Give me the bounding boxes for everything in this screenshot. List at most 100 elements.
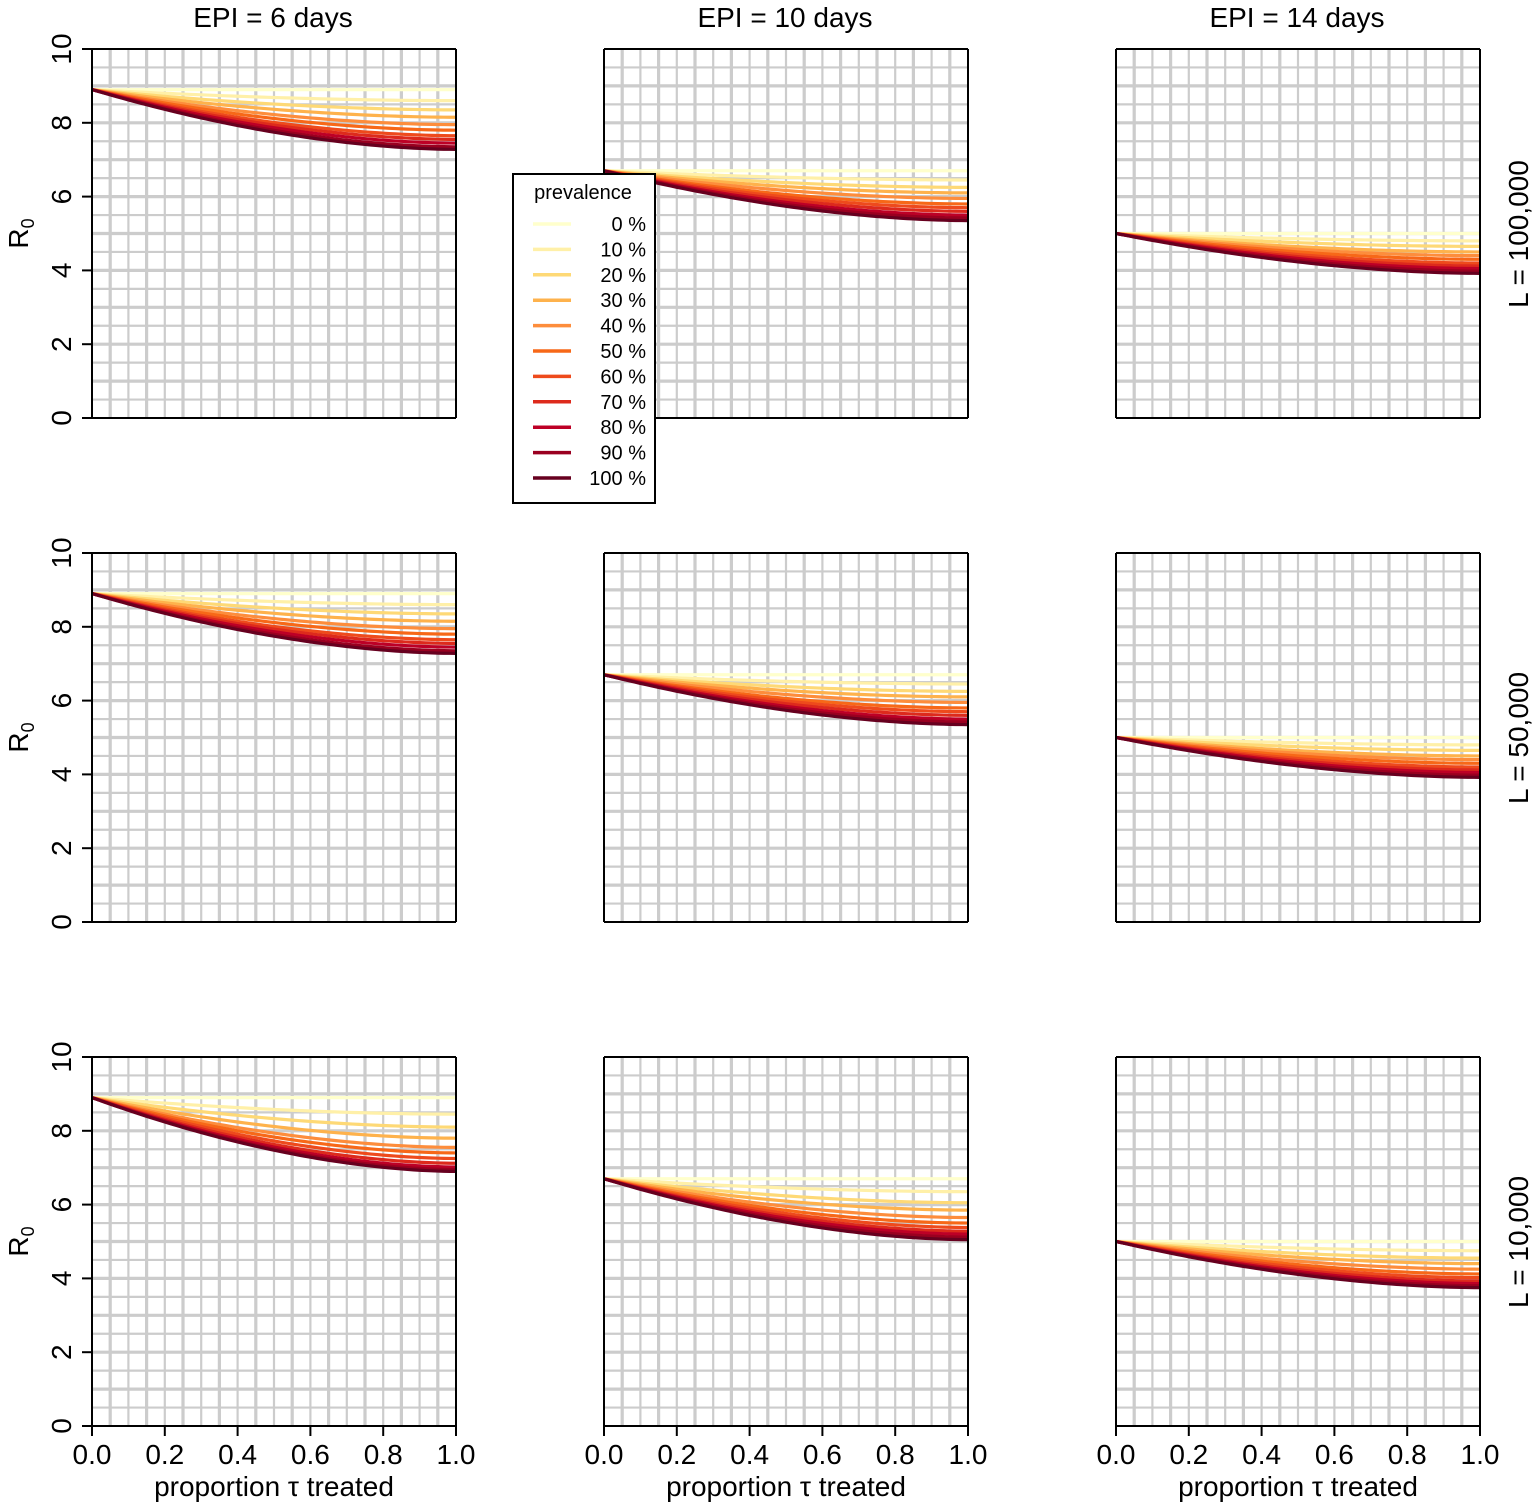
series-line-100pct	[1115, 1239, 1481, 1290]
y-axis-label-subscript: 0	[18, 722, 38, 732]
y-tick-label: 10	[46, 537, 77, 568]
panel-series	[603, 1177, 969, 1242]
series-line-30pct	[603, 1177, 969, 1212]
panel	[603, 48, 969, 419]
panel: 0 2 4 6 8 10 R0	[3, 537, 457, 930]
x-axis-label: proportion τ treated	[154, 1471, 394, 1502]
series-line-100pct	[603, 673, 969, 727]
panel-series	[1115, 735, 1481, 779]
x-tick-label: 1.0	[1461, 1439, 1500, 1470]
panel	[603, 552, 969, 923]
panel	[1115, 48, 1481, 419]
series-line-10pct	[603, 169, 969, 182]
series-line-10pct	[91, 591, 457, 607]
series-line-10pct	[603, 673, 969, 686]
panel-series	[91, 1095, 457, 1173]
row-labels: L = 100,000 L = 50,000 L = 10,000	[1503, 160, 1534, 1308]
row-label-l-100000: L = 100,000	[1503, 160, 1534, 308]
series-line-10pct	[91, 1095, 457, 1116]
legend-title: prevalence	[534, 182, 632, 204]
series-line-10pct	[91, 87, 457, 103]
y-tick-label: 0	[46, 410, 77, 426]
panel-series	[603, 169, 969, 223]
column-titles: EPI = 6 days EPI = 10 days EPI = 14 days	[193, 2, 1384, 33]
y-tick-label: 0	[46, 1418, 77, 1434]
legend-box	[512, 173, 656, 504]
x-tick-label: 0.6	[1315, 1439, 1354, 1470]
y-tick-label: 4	[46, 263, 77, 279]
x-tick-label: 0.4	[218, 1439, 257, 1470]
series-line-100pct	[91, 592, 457, 655]
x-tick-label: 0.8	[364, 1439, 403, 1470]
y-tick-label: 4	[46, 767, 77, 783]
y-tick-label: 2	[46, 336, 77, 352]
x-tick-label: 0.8	[1388, 1439, 1427, 1470]
y-tick-label: 8	[46, 115, 77, 131]
x-tick-label: 0.4	[730, 1439, 769, 1470]
x-tick-label: 1.0	[437, 1439, 476, 1470]
column-title-epi-10: EPI = 10 days	[697, 2, 872, 33]
y-tick-label: 0	[46, 914, 77, 930]
series-line-10pct	[1115, 1239, 1480, 1253]
series-line-20pct	[91, 87, 457, 112]
y-tick-label: 6	[46, 189, 77, 205]
series-line-30pct	[91, 592, 457, 623]
panel: 0 2 4 6 8 10 R0 0.0 0.2 0.4 0.6 0.8 1.0 proportion τ …	[3, 1041, 475, 1502]
legend-entry-label: 70 %	[600, 392, 646, 414]
x-tick-label: 0.8	[876, 1439, 915, 1470]
series-line-100pct	[603, 169, 969, 223]
legend: prevalence 0 % 10 % 20 % 30 % 40 % 50 % 60 % 70 …	[512, 173, 656, 504]
legend-entry-label: 50 %	[600, 341, 646, 363]
legend-entry-label: 30 %	[600, 290, 646, 312]
x-tick-label: 0.2	[145, 1439, 184, 1470]
x-tick-label: 0.6	[803, 1439, 842, 1470]
series-line-100pct	[1115, 231, 1481, 275]
y-axis-label: R0	[3, 218, 38, 248]
column-title-epi-14: EPI = 14 days	[1209, 2, 1384, 33]
row-label-l-10000: L = 10,000	[1503, 1176, 1534, 1308]
y-axis-label: R0	[3, 1226, 38, 1256]
y-tick-label: 8	[46, 1123, 77, 1139]
legend-entry-label: 0 %	[612, 214, 647, 236]
x-tick-label: 0.2	[1169, 1439, 1208, 1470]
series-line-20pct	[91, 1096, 457, 1129]
x-tick-label: 0.0	[1097, 1439, 1136, 1470]
x-tick-label: 0.0	[73, 1439, 112, 1470]
legend-entry-label: 80 %	[600, 417, 646, 439]
x-axis-label: proportion τ treated	[1178, 1471, 1418, 1502]
x-tick-label: 0.6	[291, 1439, 330, 1470]
series-line-20pct	[603, 1177, 969, 1205]
panel: 0.0 0.2 0.4 0.6 0.8 1.0 proportion τ treated	[585, 1056, 988, 1502]
legend-entry-label: 100 %	[589, 468, 646, 490]
column-title-epi-6: EPI = 6 days	[193, 2, 353, 33]
panel-series	[603, 673, 969, 727]
x-tick-label: 1.0	[949, 1439, 988, 1470]
panel-grid	[604, 1057, 968, 1426]
y-axis-label-subscript: 0	[18, 218, 38, 228]
panel: 0.0 0.2 0.4 0.6 0.8 1.0 proportion τ treated	[1097, 1056, 1500, 1502]
panel-series	[91, 591, 457, 655]
series-line-100pct	[91, 1096, 457, 1173]
series-line-100pct	[91, 88, 457, 151]
y-tick-label: 4	[46, 1271, 77, 1287]
y-axis-label: R0	[3, 722, 38, 752]
panel-series	[1115, 1239, 1481, 1290]
legend-entry-label: 20 %	[600, 265, 646, 287]
legend-entry-label: 60 %	[600, 366, 646, 388]
legend-entry-label: 90 %	[600, 443, 646, 465]
panel	[1115, 552, 1481, 923]
x-axis-label: proportion τ treated	[666, 1471, 906, 1502]
panel-grid	[604, 49, 968, 418]
series-line-100pct	[603, 1177, 969, 1242]
y-tick-label: 6	[46, 693, 77, 709]
y-tick-label: 6	[46, 1197, 77, 1213]
legend-entry-label: 10 %	[600, 239, 646, 261]
x-tick-label: 0.0	[585, 1439, 624, 1470]
series-line-30pct	[91, 88, 457, 119]
series-line-20pct	[91, 591, 457, 616]
y-tick-label: 2	[46, 840, 77, 856]
y-tick-label: 8	[46, 619, 77, 635]
panel-grid	[604, 553, 968, 922]
